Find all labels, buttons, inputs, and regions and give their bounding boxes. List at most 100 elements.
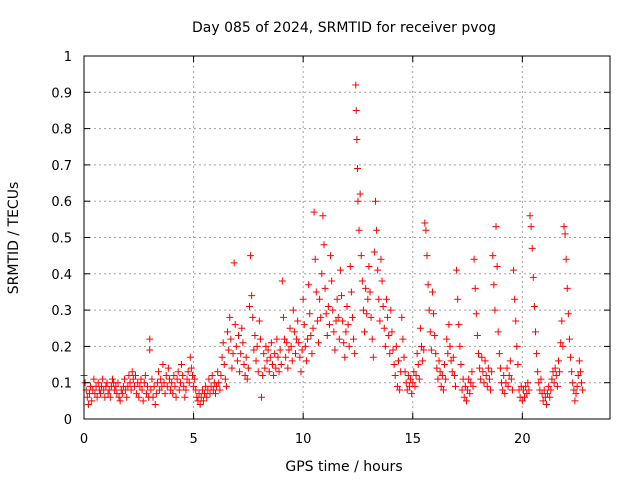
data-point [443, 335, 451, 343]
data-point [328, 277, 336, 285]
data-point [323, 332, 331, 340]
data-point [339, 317, 347, 325]
data-point [432, 350, 440, 358]
data-point [331, 346, 339, 354]
data-point [208, 371, 216, 379]
data-point [251, 332, 259, 340]
data-point [129, 375, 137, 383]
data-point [307, 332, 315, 340]
data-point [522, 382, 530, 390]
data-point [282, 353, 290, 361]
data-point [393, 382, 401, 390]
data-point [169, 390, 177, 398]
data-point [424, 281, 432, 289]
data-point [322, 310, 330, 318]
data-point [301, 342, 309, 350]
y-tick-label: 1 [64, 50, 72, 65]
data-point [557, 339, 565, 347]
y-tick-label: 0 [64, 413, 72, 428]
data-point [565, 335, 573, 343]
data-point [471, 284, 479, 292]
data-point [297, 368, 305, 376]
data-point [160, 379, 168, 387]
data-point [380, 324, 388, 332]
data-point [572, 390, 580, 398]
data-point [533, 350, 541, 358]
data-point [370, 248, 378, 256]
data-point [529, 273, 537, 281]
y-tick-label: 0.2 [51, 340, 72, 355]
data-point [563, 284, 571, 292]
data-point [508, 386, 516, 394]
data-point [312, 288, 320, 296]
data-point [173, 375, 181, 383]
data-point [236, 368, 244, 376]
data-point [161, 390, 169, 398]
data-point [419, 357, 427, 365]
data-point [483, 382, 491, 390]
data-point [462, 397, 470, 405]
data-point [279, 313, 287, 321]
y-tick-label: 0.1 [51, 377, 72, 392]
data-point [579, 386, 587, 394]
data-point [209, 386, 217, 394]
data-point [404, 371, 412, 379]
data-point [447, 357, 455, 365]
data-point [512, 317, 520, 325]
data-point [139, 397, 147, 405]
data-point [531, 328, 539, 336]
data-point [481, 357, 489, 365]
data-point [524, 379, 532, 387]
data-point [249, 313, 257, 321]
data-point [575, 357, 583, 365]
data-point [537, 375, 545, 383]
y-tick-label: 0.6 [51, 195, 72, 210]
data-point [329, 306, 337, 314]
data-point [298, 346, 306, 354]
data-point [376, 317, 384, 325]
data-point [258, 393, 266, 401]
data-point [576, 368, 584, 376]
data-point [167, 386, 175, 394]
data-point [352, 106, 360, 114]
data-point [255, 317, 263, 325]
x-tick-label: 15 [404, 432, 421, 447]
data-point [188, 371, 196, 379]
data-point [171, 382, 179, 390]
data-point [381, 342, 389, 350]
data-point [191, 375, 199, 383]
data-point [112, 382, 120, 390]
data-point [153, 379, 161, 387]
data-point [267, 339, 275, 347]
data-point [505, 371, 513, 379]
data-point [89, 386, 97, 394]
data-point [93, 393, 101, 401]
data-point [530, 302, 538, 310]
data-point [335, 335, 343, 343]
data-point [284, 364, 292, 372]
data-point [135, 393, 143, 401]
data-point [228, 364, 236, 372]
data-point [407, 375, 415, 383]
data-point [142, 390, 150, 398]
data-point [446, 342, 454, 350]
y-tick-labels: 0 0.1 0.2 0.3 0.4 0.5 0.6 0.7 0.8 0.9 1 [51, 50, 72, 428]
data-point [400, 353, 408, 361]
data-point [385, 332, 393, 340]
data-point [259, 371, 267, 379]
data-point [399, 335, 407, 343]
data-point [116, 397, 124, 405]
data-point [168, 379, 176, 387]
data-point [434, 375, 442, 383]
data-point [235, 332, 243, 340]
y-tick-label: 0.9 [51, 86, 72, 101]
data-point [291, 350, 299, 358]
data-point [506, 357, 514, 365]
data-point [389, 346, 397, 354]
data-point [243, 375, 251, 383]
data-point [305, 281, 313, 289]
data-point [387, 306, 395, 314]
data-point [409, 379, 417, 387]
data-point [146, 346, 154, 354]
data-point [84, 400, 92, 408]
